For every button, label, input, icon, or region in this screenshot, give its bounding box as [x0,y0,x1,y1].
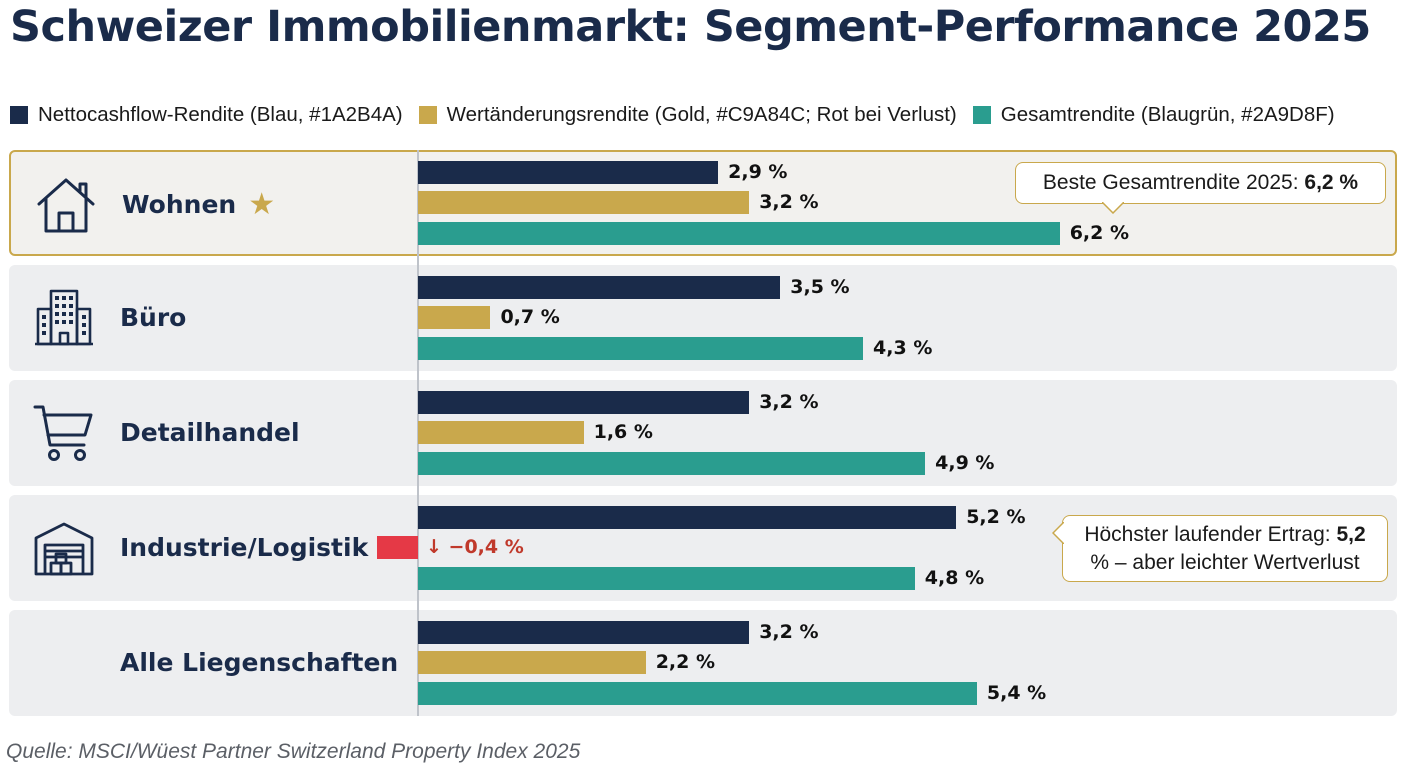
bar-label-total-return-industrie-logistik: 4,8 % [924,567,985,589]
bar-total-return-industrie-logistik [418,567,915,590]
bar-label-cashflow-industrie-logistik: 5,2 % [966,506,1026,528]
bar-label-value-change-buero: 0,7 % [500,306,560,328]
legend-label-total-return: Gesamtrendite (Blaugrün, #2A9D8F) [1000,103,1335,126]
segment-label-wohnen: Wohnen ★ [122,152,275,258]
callout-pointer [1102,202,1124,214]
annotation-best-value: 6,2 % [1304,171,1359,194]
bar-cashflow-detailhandel [418,391,750,414]
annotation-best-total-return: Beste Gesamtrendite 2025: 6,2 % [1015,162,1386,214]
shopping-cart-icon [33,405,93,461]
bar-total-return-buero [418,337,864,360]
segment-label-alle-liegenschaften: Alle Liegenschaften [120,648,399,677]
segment-label-detailhandel: Detailhandel [120,418,300,447]
legend-item-total-return: Gesamtrendite (Blaugrün, #2A9D8F) [972,103,1335,127]
bar-label-value-change-industrie-logistik: ↓ −0,4 % [426,536,524,558]
legend-item-value-change: Wertänderungsrendite (Gold, #C9A84C; Rot… [418,103,957,127]
segment-label-industrie-logistik: Industrie/Logistik [120,533,369,562]
annotation-best-text: Beste Gesamtrendite 2025: [1042,171,1305,194]
bar-value-change-buero [418,306,491,329]
bar-total-return-alle-liegenschaften [418,682,977,705]
annotation-income-value: 5,2 [1336,523,1366,546]
segment-label-buero: Büro [120,303,187,332]
legend-item-cashflow: Nettocashflow-Rendite (Blau, #1A2B4A) [10,103,403,127]
bar-label-total-return-wohnen: 6,2 % [1069,222,1129,244]
annotation-highest-income: Höchster laufender Ertrag: 5,2 % – aber … [1052,515,1388,582]
legend-swatch-cashflow [10,106,28,124]
annotation-income-text: Höchster laufender Ertrag: [1084,523,1337,546]
bar-label-cashflow-buero: 3,5 % [790,276,850,298]
star-icon: ★ [248,187,276,222]
bar-label-total-return-buero: 4,3 % [873,337,933,359]
chart-title: Schweizer Immobilienmarkt: Segment-Perfo… [10,2,1371,52]
bar-value-change-detailhandel [418,421,584,444]
annotation-income-text2: % – aber leichter Wertverlust [1090,551,1360,574]
bar-value-change-industrie-logistik [376,536,418,559]
legend-label-value-change: Wertänderungsrendite (Gold, #C9A84C; Rot… [446,103,957,126]
warehouse-icon [34,522,94,576]
bar-label-cashflow-alle-liegenschaften: 3,2 % [759,621,819,643]
chart-legend: Nettocashflow-Rendite (Blau, #1A2B4A) We… [10,103,1351,127]
bar-cashflow-buero [418,276,781,299]
bar-cashflow-wohnen [418,161,719,184]
house-icon [37,178,95,233]
bar-cashflow-industrie-logistik [418,506,957,529]
bar-label-value-change-wohnen: 3,2 % [759,191,819,213]
segment-name-wohnen: Wohnen [122,190,237,219]
office-building-icon [35,289,93,346]
bar-value-change-alle-liegenschaften [418,651,646,674]
bar-cashflow-alle-liegenschaften [418,621,750,644]
bar-label-total-return-alle-liegenschaften: 5,4 % [986,682,1047,704]
bar-label-value-change-detailhandel: 1,6 % [593,421,653,443]
bar-label-cashflow-wohnen: 2,9 % [728,161,788,183]
callout-pointer [1052,522,1064,544]
legend-swatch-total-return [972,106,991,124]
source-note: Quelle: MSCI/Wüest Partner Switzerland P… [6,740,581,763]
bar-value-change-wohnen [418,191,750,214]
bar-total-return-detailhandel [418,452,926,475]
legend-label-cashflow: Nettocashflow-Rendite (Blau, #1A2B4A) [38,103,403,126]
bar-label-value-change-alle-liegenschaften: 2,2 % [655,651,715,673]
legend-swatch-value-change [418,106,437,124]
bar-total-return-wohnen [418,222,1060,245]
bar-label-cashflow-detailhandel: 3,2 % [759,391,819,413]
bar-label-total-return-detailhandel: 4,9 % [935,452,995,474]
